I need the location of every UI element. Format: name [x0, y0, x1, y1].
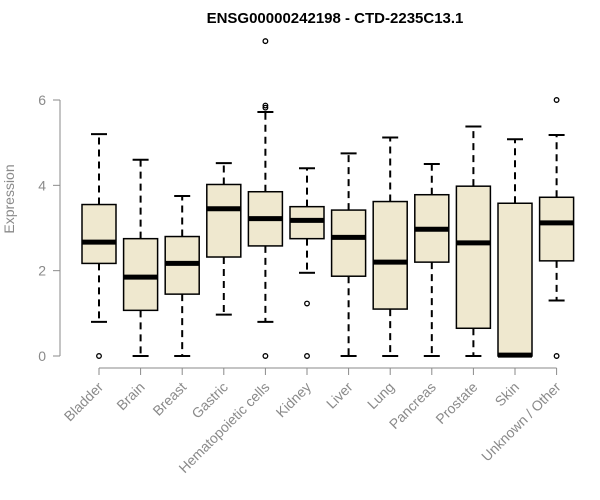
- x-tick-label: Lung: [364, 379, 397, 412]
- box-group: [206, 162, 242, 316]
- box-group: [122, 158, 159, 357]
- outlier-point: [262, 104, 269, 111]
- box-group: [497, 138, 533, 358]
- outlier-point: [304, 353, 310, 359]
- x-tick-label: Bladder: [61, 379, 107, 425]
- box-iqr: [455, 185, 492, 330]
- box-iqr: [538, 196, 575, 262]
- box-group: [414, 163, 450, 357]
- outlier-point: [304, 300, 310, 307]
- box-group: [455, 125, 492, 357]
- outlier-point: [96, 353, 102, 359]
- box-group: [372, 136, 408, 357]
- box-iqr: [372, 200, 408, 310]
- x-tick-label: Unknown / Other: [478, 379, 564, 465]
- box-group: [164, 195, 200, 357]
- chart-title: ENSG00000242198 - CTD-2235C13.1: [207, 10, 464, 27]
- x-tick-label: Skin: [492, 379, 523, 410]
- y-tick-label: 2: [38, 263, 46, 279]
- outlier-point: [262, 38, 269, 45]
- box-iqr: [497, 202, 533, 357]
- y-tick-label: 0: [38, 348, 46, 364]
- outlier-point: [553, 353, 560, 359]
- y-tick-label: 6: [38, 92, 46, 108]
- box-group: [330, 152, 367, 357]
- box-iqr: [330, 209, 367, 277]
- box-group: [81, 133, 117, 359]
- outlier-point: [553, 97, 560, 103]
- box-group: [247, 38, 284, 359]
- x-tick-label: Liver: [323, 379, 356, 412]
- y-axis: 0 2 4 6: [38, 92, 61, 364]
- y-tick-label: 4: [38, 177, 46, 193]
- box-group: [289, 167, 325, 359]
- x-tick-label: Breast: [149, 379, 189, 419]
- box-iqr: [81, 203, 117, 265]
- outlier-point: [262, 353, 269, 359]
- box-iqr: [122, 237, 159, 312]
- x-tick-label: Brain: [113, 379, 147, 413]
- outlier-point: [262, 102, 269, 109]
- x-tick-label: Kidney: [273, 379, 315, 421]
- y-axis-label: Expression: [1, 164, 17, 233]
- x-tick-label: Prostate: [432, 379, 480, 427]
- box-iqr: [206, 183, 242, 258]
- box-group: [538, 97, 575, 359]
- boxes: [81, 38, 575, 359]
